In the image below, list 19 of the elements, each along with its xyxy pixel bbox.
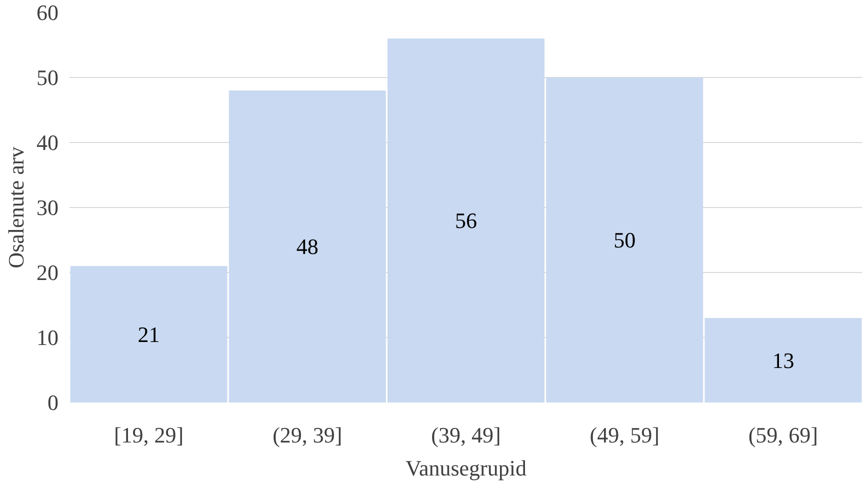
x-axis-title: Vanusegrupid xyxy=(406,456,526,480)
y-tick-label: 10 xyxy=(36,325,58,350)
data-label: 13 xyxy=(772,348,794,373)
y-tick-label: 50 xyxy=(36,65,58,90)
data-label: 56 xyxy=(455,208,477,233)
y-tick-label: 20 xyxy=(36,260,58,285)
x-tick-label: [19, 29] xyxy=(114,422,184,448)
x-tick-label: (39, 49] xyxy=(431,422,501,448)
x-tick-label: (49, 59] xyxy=(590,422,660,448)
y-tick-label: 0 xyxy=(48,390,58,415)
y-tick-label: 30 xyxy=(36,195,58,220)
y-tick-label: 40 xyxy=(36,130,58,155)
x-tick-label: (29, 39] xyxy=(272,422,342,448)
data-label: 50 xyxy=(614,228,636,252)
data-label: 48 xyxy=(296,234,318,259)
y-axis-title: Osalenute arv xyxy=(4,146,28,268)
x-tick-label: (59, 69] xyxy=(748,422,818,448)
data-label: 21 xyxy=(138,322,160,347)
y-tick-label: 60 xyxy=(36,0,58,25)
